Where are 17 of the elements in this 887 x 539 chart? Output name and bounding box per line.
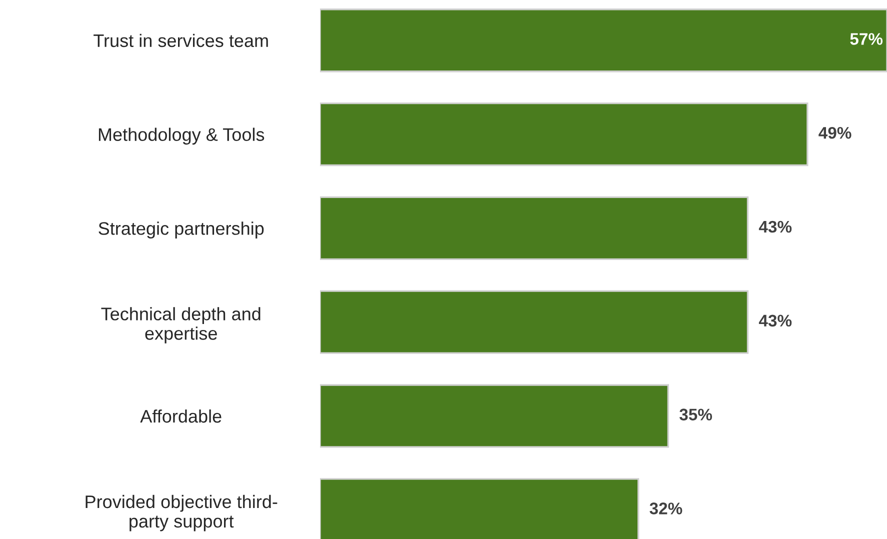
data-label: 57% <box>850 33 883 45</box>
bar <box>320 102 808 166</box>
y-tick-label: Methodology & Tools <box>98 128 264 145</box>
data-label: 43% <box>758 220 792 233</box>
data-label: 49% <box>818 126 852 139</box>
y-tick-label: Strategic partnership <box>98 222 264 238</box>
y-tick-label: Trust in services team <box>94 34 268 48</box>
bar <box>320 290 749 354</box>
data-label: 35% <box>679 408 712 420</box>
data-label: 32% <box>650 502 682 514</box>
y-tick-label: Affordable <box>140 409 222 423</box>
data-label: 43% <box>758 314 792 327</box>
y-tick-label: Provided objective third- party support <box>86 494 278 532</box>
y-tick-label: Technical depth and expertise <box>101 307 260 344</box>
bar <box>320 384 669 448</box>
bar <box>320 196 749 260</box>
bar <box>320 8 887 72</box>
